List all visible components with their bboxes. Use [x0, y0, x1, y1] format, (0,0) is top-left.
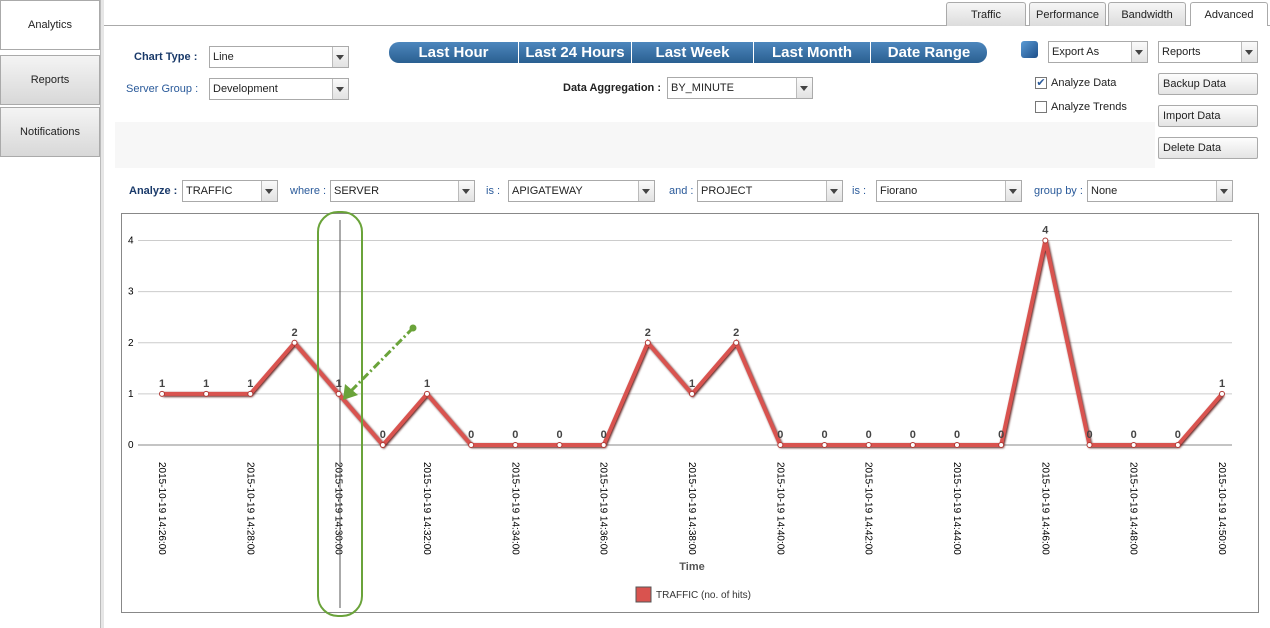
label: Server Group : [126, 83, 199, 95]
sidebar-item[interactable]: Notifications [0, 107, 100, 157]
dropdown[interactable]: Export As [1048, 41, 1148, 63]
dropdown[interactable]: PROJECT [697, 180, 843, 202]
tab[interactable]: Traffic [946, 2, 1026, 26]
filter-band [115, 122, 1155, 168]
action-button[interactable]: Delete Data [1158, 137, 1258, 159]
filter-label: group by : [1034, 185, 1083, 197]
dropdown[interactable]: APIGATEWAY [508, 180, 655, 202]
tab-underline [104, 25, 1270, 26]
time-range-button[interactable]: Date Range [871, 42, 987, 63]
checkbox-label: Analyze Data [1051, 77, 1117, 89]
tab[interactable]: Performance [1029, 2, 1106, 26]
action-button[interactable]: Import Data [1158, 105, 1258, 127]
sidebar-border [100, 0, 104, 628]
time-range-button[interactable]: Last Hour [389, 42, 519, 63]
dropdown[interactable]: BY_MINUTE [667, 77, 813, 99]
dropdown[interactable]: Reports [1158, 41, 1258, 63]
dropdown[interactable]: None [1087, 180, 1233, 202]
label: Chart Type : [134, 51, 198, 63]
dropdown[interactable]: Fiorano [876, 180, 1022, 202]
chart-box [121, 213, 1259, 613]
filter-label: and : [669, 185, 694, 197]
refresh-icon[interactable] [1021, 41, 1038, 58]
sidebar-item[interactable]: Analytics [0, 0, 100, 50]
sidebar-item[interactable]: Reports [0, 55, 100, 105]
filter-label: is : [852, 185, 867, 197]
tab[interactable]: Advanced [1190, 2, 1268, 26]
checkbox[interactable]: ✔ [1035, 77, 1047, 89]
checkbox-label: Analyze Trends [1051, 101, 1127, 113]
time-range-button[interactable]: Last 24 Hours [519, 42, 632, 63]
action-button[interactable]: Backup Data [1158, 73, 1258, 95]
tab[interactable]: Bandwidth [1108, 2, 1186, 26]
filter-label: where : [290, 185, 327, 197]
dropdown[interactable]: SERVER [330, 180, 475, 202]
checkbox[interactable] [1035, 101, 1047, 113]
time-range-button[interactable]: Last Month [754, 42, 871, 63]
dropdown[interactable]: Line [209, 46, 349, 68]
filter-label: is : [486, 185, 501, 197]
filter-label: Analyze : [129, 185, 178, 197]
dropdown[interactable]: TRAFFIC [182, 180, 278, 202]
time-range-button[interactable]: Last Week [632, 42, 754, 63]
label: Data Aggregation : [563, 82, 661, 94]
dropdown[interactable]: Development [209, 78, 349, 100]
